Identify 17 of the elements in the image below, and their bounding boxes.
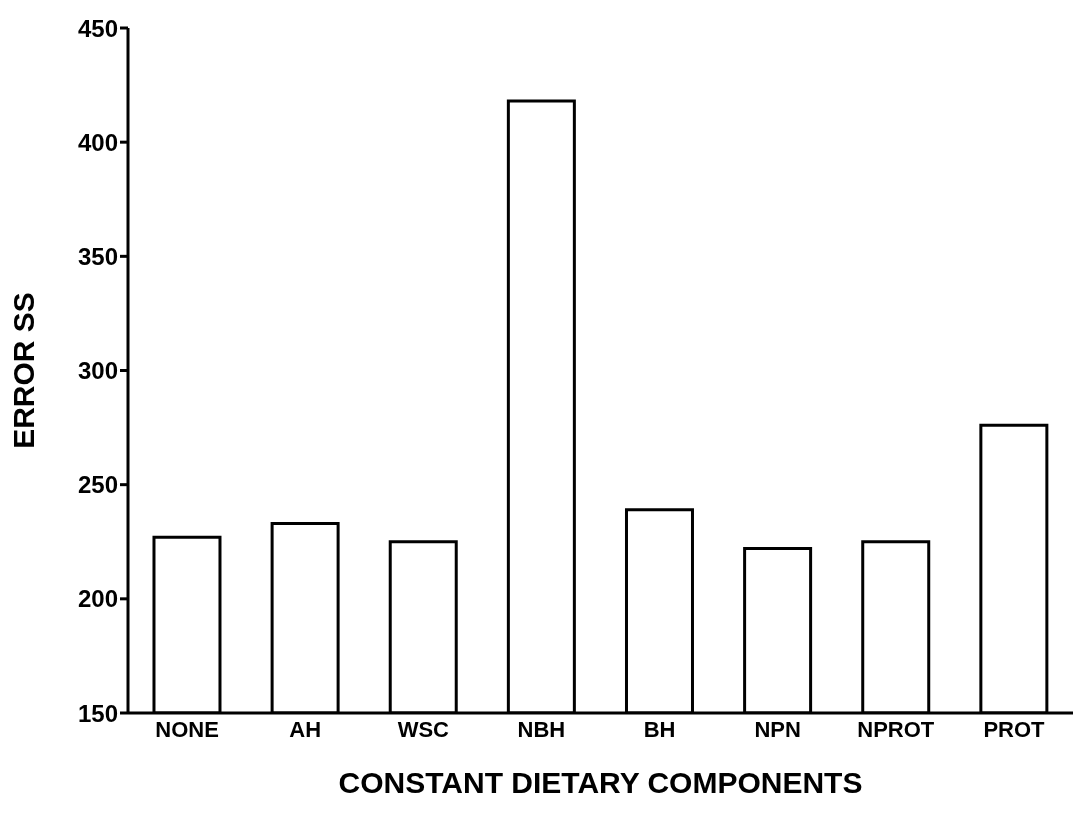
x-tick-label: NPN [754, 716, 801, 742]
y-tick-label: 400 [77, 128, 118, 156]
y-tick-label: 150 [77, 699, 118, 727]
y-tick-label: 300 [77, 357, 118, 385]
x-tick-label: NONE [155, 716, 219, 742]
x-tick-label: BH [643, 716, 676, 742]
x-tick-label: PROT [983, 716, 1046, 742]
x-tick-label: NPROT [857, 716, 935, 742]
x-tick-label: NBH [517, 716, 566, 742]
x-tick-label: WSC [397, 716, 450, 742]
x-tick-label: AH [289, 716, 322, 742]
y-tick-label: 250 [77, 471, 118, 499]
y-tick-label: 450 [77, 14, 118, 42]
y-tick-label: 200 [77, 585, 118, 613]
y-axis-title: ERROR SS [6, 292, 40, 449]
y-tick-label: 350 [77, 242, 118, 270]
x-axis-title: CONSTANT DIETARY COMPONENTS [338, 766, 863, 799]
